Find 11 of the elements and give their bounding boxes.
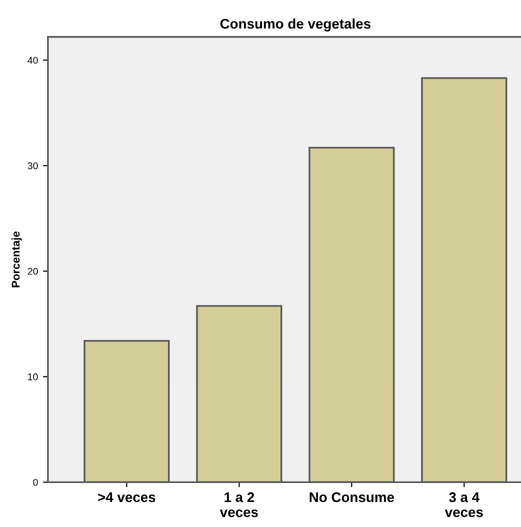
- chart-title: Consumo de vegetales: [220, 18, 370, 32]
- y-tick-label: 0: [33, 478, 38, 486]
- y-tick-label: 40: [28, 56, 38, 64]
- x-tick-label: No Consume: [310, 492, 394, 502]
- y-tick-label: 20: [28, 268, 38, 275]
- x-tick-label: 3 a 4 veces: [444, 492, 483, 518]
- x-tick-label: >4 veces: [98, 492, 156, 502]
- x-tick-label: 1 a 2 veces: [220, 492, 258, 518]
- y-axis-title: Porcentaje: [11, 232, 22, 288]
- y-tick-label: 30: [28, 162, 38, 170]
- y-tick-label: 10: [28, 373, 38, 380]
